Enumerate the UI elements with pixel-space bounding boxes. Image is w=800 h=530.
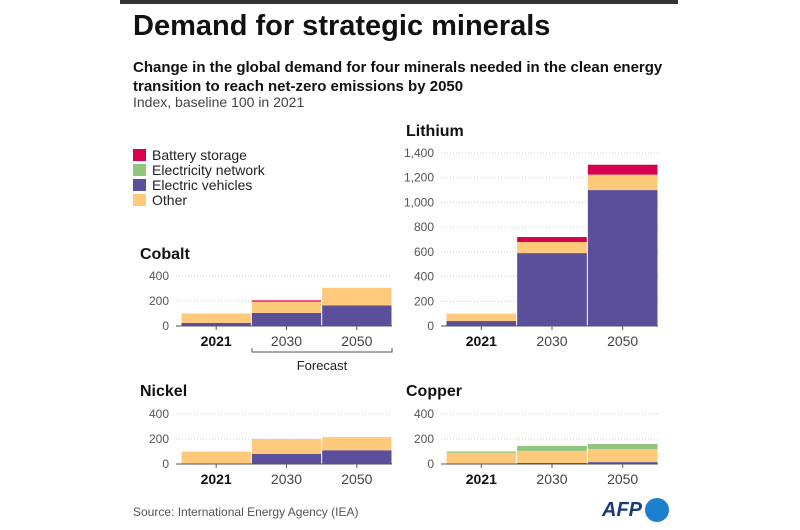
y-tick-label: 200 (414, 432, 434, 446)
bar-segment-other (251, 439, 322, 454)
legend-item-battery: Battery storage (133, 147, 247, 163)
bar-segment-battery-storage (587, 164, 658, 175)
bar-segment-electric-vehicles (322, 450, 392, 464)
legend-swatch (133, 179, 146, 191)
index-note: Index, baseline 100 in 2021 (133, 94, 305, 110)
legend-item-ev: Electric vehicles (133, 177, 252, 193)
legend-label: Electric vehicles (152, 177, 253, 193)
afp-logo: AFP (602, 498, 669, 522)
chart-title-lithium: Lithium (406, 123, 464, 140)
bar-segment-other (181, 313, 251, 323)
bar-segment-electric-vehicles (517, 253, 587, 326)
y-tick-label: 400 (149, 269, 169, 283)
y-tick-label: 800 (414, 220, 434, 234)
top-rule (120, 0, 678, 4)
x-tick-label: 2050 (341, 333, 372, 349)
x-tick-label: 2021 (201, 333, 232, 349)
x-tick-label: 2030 (536, 333, 567, 349)
bar-segment-electricity-network (517, 445, 587, 451)
forecast-bracket (251, 348, 393, 353)
bar-segment-other (322, 287, 392, 306)
chart-title-cobalt: Cobalt (140, 246, 190, 263)
y-tick-label: 200 (149, 294, 169, 308)
chart-title-nickel: Nickel (140, 383, 187, 400)
y-tick-label: 400 (414, 407, 434, 421)
subtitle: Change in the global demand for four min… (133, 59, 663, 95)
y-tick-label: 600 (414, 245, 434, 259)
legend-swatch (133, 194, 146, 206)
forecast-label: Forecast (297, 358, 348, 373)
bar-segment-electricity-network (446, 451, 517, 453)
x-tick-label: 2021 (466, 471, 497, 487)
bar-segment-other (251, 301, 322, 313)
y-tick-label: 1,000 (404, 195, 434, 209)
y-tick-label: 0 (427, 457, 434, 471)
page-title: Demand for strategic minerals (133, 10, 551, 42)
x-tick-label: 2021 (201, 471, 232, 487)
bar-segment-electric-vehicles (251, 454, 322, 464)
bar-segment-battery-storage (517, 237, 587, 242)
y-tick-label: 200 (149, 432, 169, 446)
bar-segment-electric-vehicles (251, 312, 322, 326)
bar-segment-other (517, 450, 587, 463)
y-tick-label: 0 (162, 457, 169, 471)
x-tick-label: 2050 (607, 471, 638, 487)
y-tick-label: 1,400 (404, 146, 434, 160)
bar-segment-electric-vehicles (181, 322, 251, 326)
bar-segment-other (587, 174, 658, 191)
bar-segment-other (587, 449, 658, 463)
legend-label: Battery storage (152, 147, 247, 163)
legend-label: Electricity network (152, 162, 265, 178)
legend-swatch (133, 164, 146, 176)
bar-segment-electric-vehicles (322, 305, 392, 326)
logo-text: AFP (602, 498, 642, 521)
bar-segment-electric-vehicles (587, 462, 658, 464)
legend-item-other: Other (133, 192, 187, 208)
x-tick-label: 2050 (607, 333, 638, 349)
bar-segment-other (446, 313, 517, 322)
x-tick-label: 2021 (466, 333, 497, 349)
y-tick-label: 200 (414, 294, 434, 308)
chart-title-copper: Copper (406, 383, 462, 400)
y-tick-label: 1,200 (404, 171, 434, 185)
x-tick-label: 2030 (271, 471, 302, 487)
legend-label: Other (152, 192, 188, 208)
bar-segment-electric-vehicles (446, 321, 517, 326)
logo-circle (645, 498, 669, 522)
bar-segment-other (446, 452, 517, 464)
bar-segment-other (322, 437, 392, 451)
y-tick-label: 0 (162, 319, 169, 333)
legend-item-network: Electricity network (133, 162, 265, 178)
legend-swatch (133, 149, 146, 161)
y-tick-label: 400 (149, 407, 169, 421)
bar-segment-other (517, 241, 587, 254)
bar-segment-electric-vehicles (587, 190, 658, 326)
bar-segment-other (181, 451, 251, 464)
source-note: Source: International Energy Agency (IEA… (133, 505, 359, 519)
x-tick-label: 2030 (271, 333, 302, 349)
y-tick-label: 400 (414, 270, 434, 284)
x-tick-label: 2030 (536, 471, 567, 487)
y-tick-label: 0 (427, 319, 434, 333)
x-tick-label: 2050 (341, 471, 372, 487)
bar-segment-battery-storage (251, 300, 322, 302)
bar-segment-electricity-network (587, 444, 658, 449)
